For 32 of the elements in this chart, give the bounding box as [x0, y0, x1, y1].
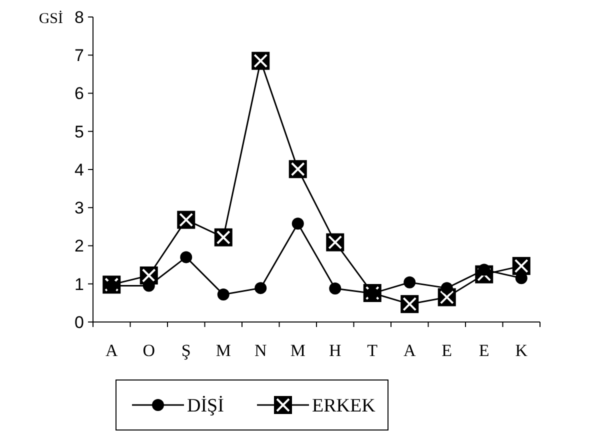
- point: [142, 280, 155, 292]
- y-tick-label: 3: [74, 198, 84, 218]
- x-tick-label: O: [142, 341, 156, 360]
- y-tick-label: 0: [74, 312, 84, 332]
- y-tick-label: 4: [74, 160, 84, 180]
- x-tick-label: N: [254, 341, 267, 360]
- x-tick-label: M: [216, 341, 231, 360]
- x-tick-label: A: [105, 341, 118, 360]
- x-tick-label: T: [367, 341, 378, 360]
- x-tick-label: E: [442, 341, 452, 360]
- legend-label: DİŞİ: [187, 396, 224, 417]
- point: [404, 276, 416, 288]
- y-tick-label: 5: [74, 122, 84, 142]
- point: [254, 282, 267, 294]
- y-tick-label: 2: [74, 236, 84, 256]
- y-tick-label: 7: [74, 46, 84, 66]
- y-tick-label: 6: [74, 84, 84, 104]
- point: [329, 282, 342, 294]
- x-tick-label: K: [515, 341, 528, 360]
- point: [217, 288, 230, 301]
- point: [440, 282, 453, 294]
- point: [180, 251, 192, 264]
- legend-label: ERKEK: [312, 396, 376, 417]
- x-tick-label: H: [328, 341, 342, 360]
- x-tick-label: E: [478, 341, 490, 360]
- y-axis-title: GSİ: [38, 10, 64, 27]
- x-tick-label: Ş: [181, 341, 191, 360]
- point: [292, 218, 304, 230]
- x-tick-label: A: [403, 341, 416, 360]
- y-tick-label: 1: [74, 274, 84, 294]
- x-tick-label: M: [290, 341, 306, 360]
- y-tick-label: 8: [74, 8, 84, 27]
